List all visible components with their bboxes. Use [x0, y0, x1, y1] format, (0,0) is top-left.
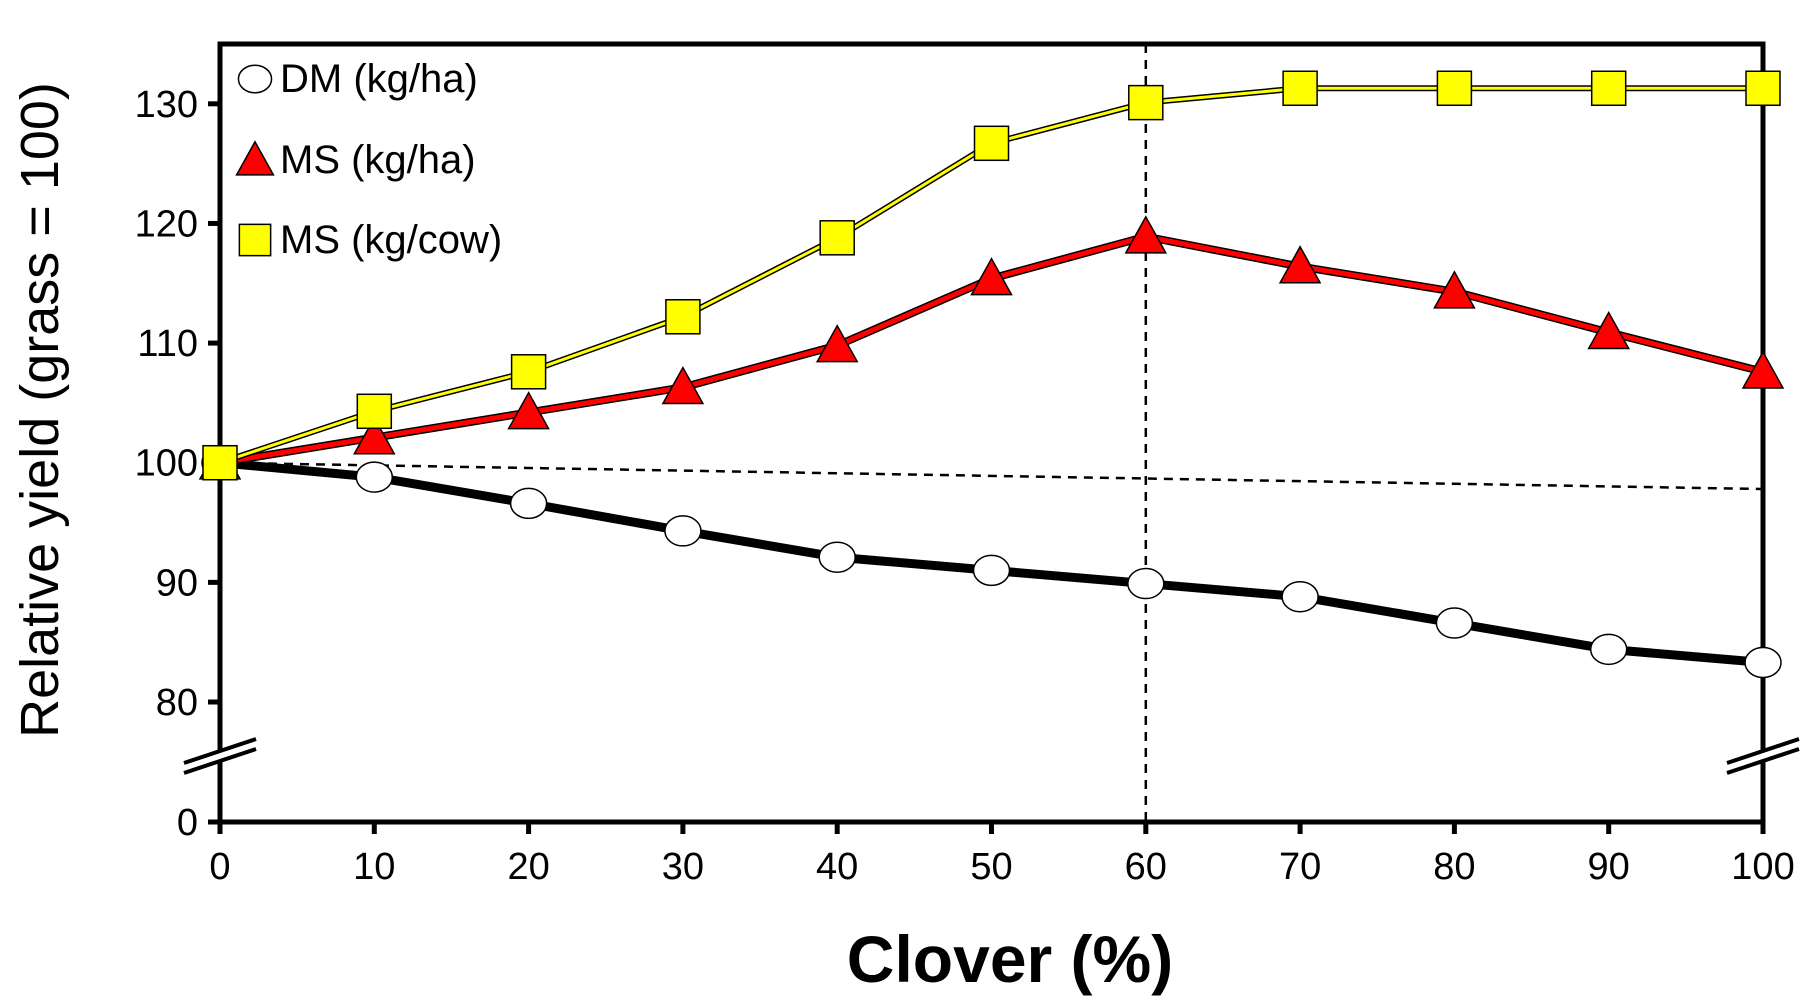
data-point — [202, 444, 238, 481]
axis-break-mark-left — [183, 737, 257, 765]
data-point — [661, 366, 705, 405]
data-point — [664, 515, 702, 547]
y-tick-label: 100 — [135, 443, 198, 485]
axis-break-mark-right — [1726, 747, 1800, 775]
data-point — [970, 257, 1013, 296]
x-tick-label: 30 — [662, 846, 704, 888]
y-axis-label: Relative yield (grass = 100) — [10, 82, 70, 738]
legend: DM (kg/ha) MS (kg/ha) MS (kg/cow) — [235, 57, 502, 262]
x-tick-label: 100 — [1731, 846, 1794, 888]
y-tick-label: 120 — [135, 203, 198, 245]
data-point — [1589, 633, 1628, 666]
y-tick-label: 130 — [135, 84, 198, 126]
data-point — [1127, 567, 1165, 600]
data-point — [507, 391, 550, 430]
legend-swatch — [235, 140, 275, 176]
legend-item: MS (kg/ha) — [235, 138, 476, 182]
data-point — [815, 324, 859, 363]
data-point — [1282, 70, 1318, 107]
data-point — [1128, 84, 1164, 121]
data-point — [1124, 215, 1168, 254]
axis-break-mark-left — [183, 747, 257, 775]
series-1 — [201, 446, 1782, 679]
x-tick-label: 70 — [1279, 846, 1321, 888]
data-point — [1278, 245, 1322, 284]
data-point — [1436, 70, 1473, 107]
data-point — [1744, 646, 1782, 679]
x-tick-label: 0 — [209, 846, 230, 888]
axes: 0 10 20 30 40 50 60 70 80 90 100 0 80 90 100 110 120 130 — [135, 41, 1800, 888]
legend-label: MS (kg/cow) — [280, 218, 502, 262]
data-point — [510, 354, 547, 390]
axis-break-gap-right — [1727, 739, 1799, 773]
data-point — [1590, 70, 1627, 107]
data-point — [1433, 270, 1476, 309]
x-tick-label: 40 — [816, 846, 858, 888]
series-3 — [202, 70, 1781, 481]
data-point — [818, 541, 856, 573]
data-point — [1281, 580, 1319, 613]
legend-label: MS (kg/ha) — [280, 138, 476, 182]
data-point — [356, 393, 393, 430]
legend-swatch — [238, 223, 272, 257]
data-point — [1435, 607, 1474, 639]
data-point — [1587, 310, 1630, 350]
y-tick-label: 80 — [156, 682, 198, 724]
axis-break-gap-left — [184, 739, 256, 773]
y-tick-label: 110 — [137, 323, 198, 365]
legend-item: MS (kg/cow) — [238, 218, 502, 262]
reference-line-baseline — [219, 461, 1764, 491]
x-tick-label: 50 — [970, 846, 1012, 888]
data-point — [509, 487, 548, 520]
data-point — [819, 220, 855, 256]
legend-label: DM (kg/ha) — [280, 57, 478, 101]
series-layer — [198, 70, 1785, 679]
reference-lines — [219, 44, 1764, 822]
data-point — [665, 299, 701, 335]
y-tick-label: 90 — [156, 562, 198, 604]
series-2 — [198, 215, 1785, 480]
data-point — [973, 125, 1010, 162]
y-tick-label: 0 — [177, 802, 198, 844]
legend-item: DM (kg/ha) — [237, 57, 478, 101]
x-tick-label: 80 — [1433, 846, 1475, 888]
axis-break-mark-right — [1726, 737, 1800, 765]
x-axis-label: Clover (%) — [847, 922, 1173, 996]
data-point — [355, 461, 394, 493]
x-tick-label: 20 — [507, 846, 549, 888]
data-point — [1741, 350, 1785, 389]
x-tick-label: 10 — [353, 846, 395, 888]
data-point — [972, 554, 1011, 587]
x-tick-label: 60 — [1125, 846, 1167, 888]
x-tick-label: 90 — [1588, 846, 1630, 888]
data-point — [1745, 70, 1781, 107]
legend-swatch — [237, 64, 273, 94]
data-point — [353, 416, 396, 455]
